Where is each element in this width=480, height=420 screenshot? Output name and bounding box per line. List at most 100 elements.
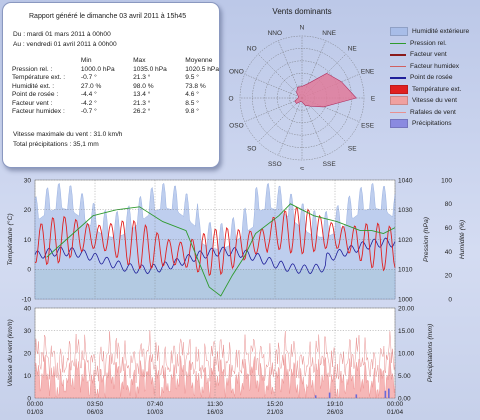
stats-min: 1000.0 hPa <box>80 66 115 73</box>
rose-spoke <box>258 54 303 99</box>
legend-swatch <box>390 27 408 37</box>
stats-max: 1035.0 hPa <box>133 66 167 73</box>
stats-label: Facteur vent : <box>12 99 53 107</box>
humidity-tick-label: 60 <box>445 225 453 232</box>
x-tick-date: 01/04 <box>387 409 404 416</box>
temperature-tick-label: 10 <box>24 237 32 244</box>
wind-rose: Vents dominants N NNE NE ENE E ESE SE SSE S SSO SO… <box>228 7 375 170</box>
stats-row: Point de rosée : -4.4 ° 13.4 ° 4.6 ° <box>12 91 219 99</box>
pressure-axis-title: Pression (hPa) <box>423 217 430 262</box>
x-tick-time: 00:00 <box>387 401 404 408</box>
stats-min: 27.0 % <box>80 82 102 90</box>
stats-label: Pression rel. : <box>12 66 53 73</box>
stats-label: Température ext. : <box>12 74 66 82</box>
wind-tick-label: 0 <box>27 395 31 402</box>
report-to: Au : vendredi 01 avril 2011 à 00h00 <box>13 41 117 48</box>
rose-direction-label: SO <box>247 146 256 153</box>
wind-tick-label: 30 <box>24 328 32 335</box>
wind-tick-label: 10 <box>24 373 32 380</box>
stats-max: 13.4 ° <box>133 91 151 99</box>
rain-bar <box>355 394 358 398</box>
temperature-tick-label: 30 <box>24 177 32 184</box>
stats-header-label <box>12 56 81 66</box>
temperature-tick-label: 20 <box>24 207 32 214</box>
legend-label: Humidité extérieure <box>412 28 470 36</box>
rose-spoke <box>278 40 303 99</box>
total-rain-text: Total précipitations : 35,1 mm <box>13 141 99 148</box>
stats-mean: 1020.5 hPa <box>185 66 219 73</box>
rose-spoke <box>301 97 360 122</box>
pressure-tick-label: 1030 <box>398 207 413 214</box>
stats-row: Facteur humidex : -0.7 ° 26.2 ° 9.8 ° <box>12 108 219 116</box>
stats-header-min: Min <box>80 56 92 64</box>
stats-row: Facteur vent : -4.2 ° 21.3 ° 8.5 ° <box>12 100 219 108</box>
pressure-tick-label: 1000 <box>398 296 413 303</box>
stats-mean: 9.8 ° <box>185 108 199 116</box>
humidity-tick-label: 80 <box>445 201 453 208</box>
rose-direction-label: NNO <box>268 30 282 37</box>
rose-direction-label: N <box>300 25 305 32</box>
legend-swatch <box>390 111 406 113</box>
legend-label: Rafales de vent <box>410 108 456 116</box>
rain-bar <box>328 392 331 398</box>
rose-spoke <box>301 40 326 99</box>
rose-spoke <box>301 97 346 142</box>
report-panel: Rapport généré le dimanche 03 avril 2011… <box>2 2 220 168</box>
stats-row: Température ext. : -0.7 ° 21.3 ° 9.5 ° <box>12 74 219 82</box>
rain-tick-label: 20.00 <box>398 305 415 312</box>
legend-swatch <box>390 54 406 56</box>
rain-tick-label: 5.00 <box>398 373 411 380</box>
x-tick-time: 15:20 <box>267 401 284 408</box>
stats-max: 26.2 ° <box>133 108 151 116</box>
rose-spoke <box>244 97 303 122</box>
legend-label: Précipitations <box>412 120 452 128</box>
rose-direction-label: SSE <box>323 161 337 168</box>
legend-label: Facteur humidex <box>410 62 460 70</box>
rain-tick-label: 10.00 <box>398 350 415 357</box>
rain-bar <box>388 388 390 398</box>
stats-label: Humidité ext. : <box>12 82 55 90</box>
wind-rose-title: Vents dominants <box>272 7 331 16</box>
stats-mean: 73.8 % <box>185 82 206 90</box>
legend-label: Facteur vent <box>410 51 447 59</box>
x-tick-time: 07:40 <box>147 401 164 408</box>
humidity-tick-label: 100 <box>441 177 452 184</box>
temperature-axis-title: Température (°C) <box>6 213 14 265</box>
stats-label: Facteur humidex : <box>12 108 65 116</box>
legend-item: Rafales de vent <box>390 107 480 119</box>
legend-item: Humidité extérieure <box>390 26 480 38</box>
x-tick-date: 10/03 <box>147 409 164 416</box>
stats-label: Point de rosée : <box>12 91 59 99</box>
stats-min: -4.2 ° <box>80 99 97 107</box>
rose-ring <box>239 35 365 161</box>
x-tick-date: 21/03 <box>267 409 284 416</box>
report-from: Du : mardi 01 mars 2011 à 00h00 <box>13 31 111 38</box>
legend-swatch <box>390 119 408 129</box>
x-tick-date: 26/03 <box>327 409 344 416</box>
wind-rose-polygon <box>294 72 357 108</box>
rose-direction-label: SE <box>348 146 357 153</box>
stats-row: Humidité ext. : 27.0 % 98.0 % 73.8 % <box>12 83 219 91</box>
legend-item: Pression rel. <box>390 38 480 50</box>
pressure-tick-label: 1010 <box>398 267 413 274</box>
temperature-tick-label: 0 <box>27 267 31 274</box>
x-tick-date: 01/03 <box>27 409 44 416</box>
stats-mean: 8.5 ° <box>185 99 199 107</box>
x-tick-time: 00:00 <box>27 401 44 408</box>
legend-item: Précipitations <box>390 118 480 130</box>
temperature-tick-label: -10 <box>22 296 32 303</box>
wind-tick-label: 40 <box>24 305 32 312</box>
stats-header-max: Max <box>133 56 146 64</box>
rose-spoke <box>278 97 303 156</box>
stats-min: -0.7 ° <box>80 108 97 116</box>
legend-item: Température ext. <box>390 84 480 96</box>
legend-swatch <box>390 42 406 44</box>
legend-item: Facteur humidex <box>390 61 480 73</box>
x-tick-time: 19:10 <box>327 401 344 408</box>
rain-bar <box>314 395 317 398</box>
stats-min: -0.7 ° <box>80 74 97 82</box>
rose-direction-label: ONO <box>229 68 244 75</box>
report-title: Rapport généré le dimanche 03 avril 2011… <box>29 13 187 20</box>
legend-item: Point de rosée <box>390 72 480 84</box>
humidity-axis-title: Humidité (%) <box>459 220 466 259</box>
